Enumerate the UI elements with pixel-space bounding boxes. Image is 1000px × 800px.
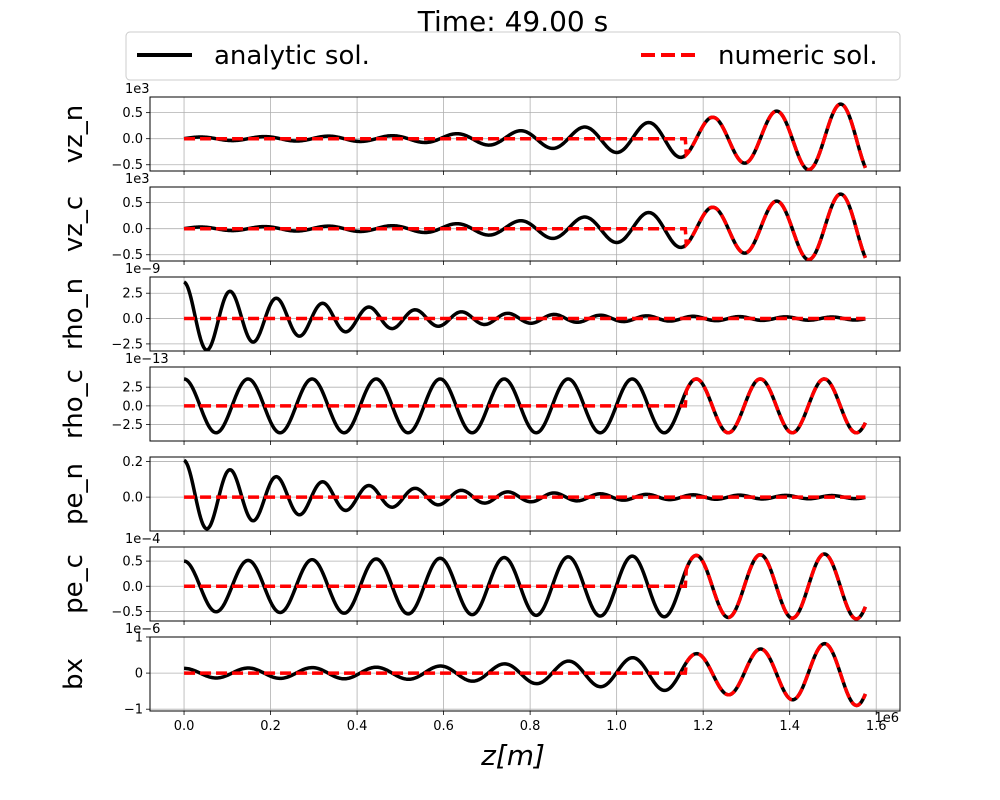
subplot-rho_c: −2.5 0.0 2.5 1e−13 rho_c	[59, 352, 901, 445]
subplot-vz_n: −0.5 0.0 0.5 1e3 vz_n	[59, 82, 901, 175]
axes-frame	[149, 546, 901, 622]
x-tick-label: 0.0	[174, 719, 195, 734]
subplot-bx: −1 0 1 0.0 0.2 0.4 0.6 0.8 1.0 1.2 1.4 1.6 1e−6 bx	[59, 622, 901, 734]
subplot-rho_n: −2.5 0.0 2.5 1e−9 rho_n	[59, 262, 901, 355]
y-tick-label: 0.5	[122, 106, 143, 121]
x-tick-label: 1.4	[779, 719, 800, 734]
y-tick-label: 0.0	[122, 491, 143, 506]
series-analytic-vz_n	[183, 102, 868, 171]
subplot-pe_c: −0.5 0.0 0.5 1e−4 pe_c	[59, 532, 901, 625]
legend-analytic-label: analytic sol.	[214, 41, 370, 71]
y-offset-label: 1e−4	[125, 532, 160, 547]
y-tick-label: −1	[124, 703, 143, 718]
y-tick-label: 0.0	[122, 132, 143, 147]
axes-frame	[149, 186, 901, 262]
series-numeric-vz_c	[184, 192, 868, 261]
x-tick-label: 1.2	[693, 719, 714, 734]
x-offset-label: 1e6	[874, 711, 899, 726]
y-tick-label: 2.5	[122, 287, 143, 302]
axes-frame	[149, 456, 901, 532]
y-offset-label: 1e−13	[125, 352, 169, 367]
x-tick-label: 1.6	[866, 719, 887, 734]
series-analytic-rho_n	[183, 280, 866, 351]
x-tick-label: 0.2	[260, 719, 281, 734]
axes-frame	[149, 366, 901, 442]
y-tick-label: 0	[135, 667, 143, 682]
ylabel-pe_n: pe_n	[59, 463, 89, 525]
ylabel-rho_c: rho_c	[59, 369, 89, 439]
axes-frame	[149, 276, 901, 352]
x-tick-label: 0.8	[520, 719, 541, 734]
y-offset-label: 1e3	[125, 82, 150, 97]
x-tick-label: 0.4	[347, 719, 368, 734]
y-tick-label: 0.2	[122, 455, 143, 470]
xlabel: z[m]	[480, 739, 545, 772]
series-numeric-rho_c	[184, 377, 867, 435]
y-tick-label: −0.5	[111, 605, 143, 620]
y-offset-label: 1e3	[125, 172, 150, 187]
y-tick-label: 0.0	[122, 580, 143, 595]
series-numeric-vz_n	[184, 102, 868, 171]
y-tick-label: −0.5	[111, 248, 143, 263]
x-axis-title: z[m]	[480, 739, 545, 772]
subplot-pe_n: 0.0 0.2 pe_n	[59, 455, 901, 535]
ylabel-pe_c: pe_c	[59, 554, 89, 614]
y-tick-label: 1	[135, 631, 143, 646]
x-tick-label: 0.6	[433, 719, 454, 734]
y-tick-label: 0.5	[122, 555, 143, 570]
y-offset-label: 1e−6	[125, 622, 160, 637]
series-analytic-pe_n	[183, 458, 866, 531]
y-tick-label: −2.5	[111, 418, 143, 433]
subplot-vz_c: −0.5 0.0 0.5 1e3 vz_c	[59, 172, 901, 265]
y-offset-label: 1e−9	[125, 262, 160, 277]
subplots: −0.5 0.0 0.5 1e3 vz_n −0.5 0.0 0.5 1e3 vz_c −2.5 0.…	[59, 82, 901, 734]
y-tick-label: −2.5	[111, 337, 143, 352]
ylabel-vz_n: vz_n	[59, 105, 89, 164]
y-tick-label: 2.5	[122, 381, 143, 396]
series-numeric-pe_c	[184, 552, 868, 621]
legend: analytic sol. numeric sol.	[125, 31, 901, 81]
y-tick-label: 0.0	[122, 222, 143, 237]
x-tick-label: 1.0	[606, 719, 627, 734]
series-numeric-bx	[184, 641, 868, 708]
legend-frame	[125, 31, 901, 81]
y-tick-label: 0.0	[122, 312, 143, 327]
ylabel-vz_c: vz_c	[59, 196, 89, 252]
legend-numeric-label: numeric sol.	[718, 41, 878, 71]
y-tick-label: 0.0	[122, 399, 143, 414]
y-tick-label: −0.5	[111, 158, 143, 173]
axes-frame	[149, 96, 901, 172]
axes-frame	[149, 636, 901, 712]
y-tick-label: 0.5	[122, 196, 143, 211]
ylabel-rho_n: rho_n	[59, 278, 89, 350]
series-analytic-vz_c	[183, 192, 868, 261]
ylabel-bx: bx	[59, 658, 89, 690]
